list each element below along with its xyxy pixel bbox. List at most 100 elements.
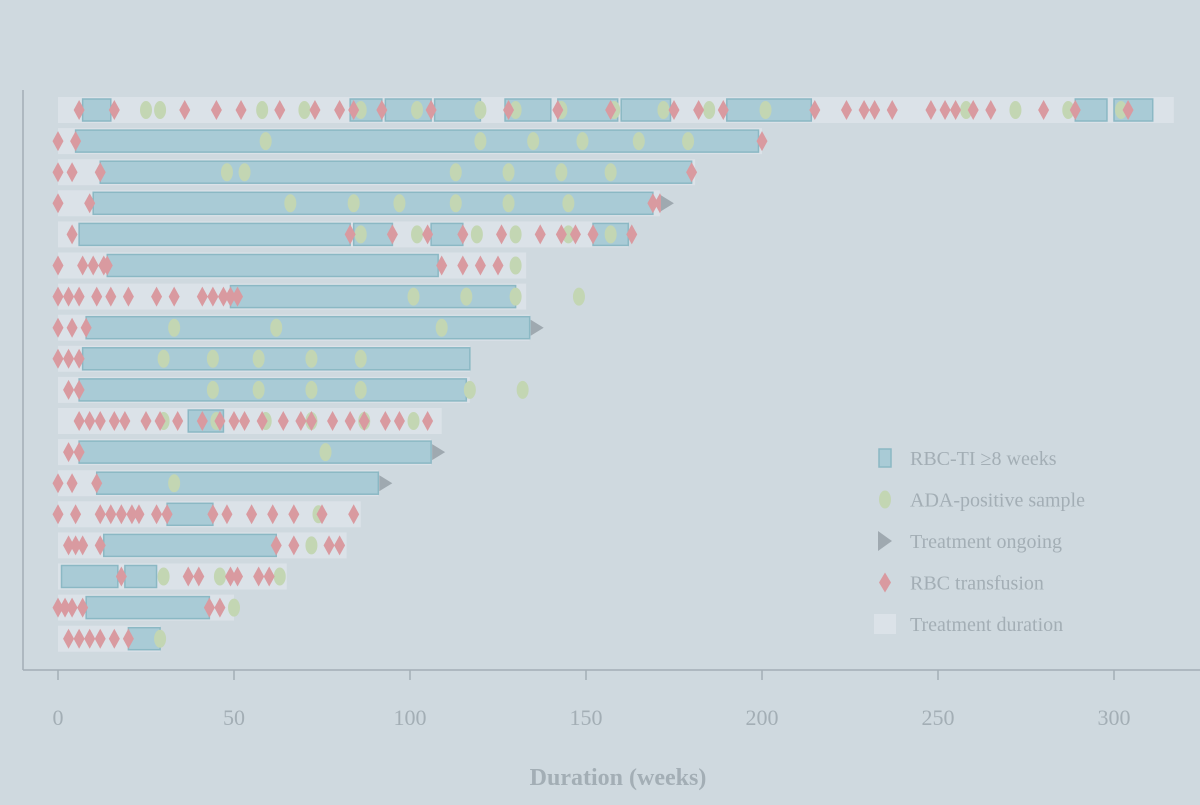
rbc-transfusion-marker bbox=[91, 473, 103, 494]
rbc-transfusion-marker bbox=[73, 348, 85, 369]
rbc-transfusion-marker bbox=[503, 100, 515, 120]
rbc-transfusion-marker bbox=[52, 286, 64, 307]
rbc-transfusion-marker bbox=[66, 162, 78, 183]
ada-positive-marker bbox=[347, 194, 360, 213]
ada-positive-marker bbox=[657, 101, 670, 119]
patient-lane bbox=[52, 252, 527, 279]
rbc-transfusion-marker bbox=[196, 411, 208, 431]
rbc-transfusion-marker bbox=[63, 286, 75, 307]
rbc-transfusion-marker bbox=[647, 193, 659, 214]
patient-lane bbox=[52, 314, 544, 341]
rbc-transfusion-marker bbox=[87, 255, 99, 276]
rbc-transfusion-marker bbox=[277, 411, 289, 431]
ada-positive-marker bbox=[140, 101, 152, 119]
rbc-ti-segment bbox=[103, 533, 277, 558]
rbc-transfusion-marker bbox=[59, 597, 71, 618]
rbc-transfusion-marker bbox=[84, 411, 96, 431]
rbc-transfusion-marker bbox=[474, 255, 486, 276]
ada-positive-marker bbox=[562, 225, 575, 244]
rbc-transfusion-marker bbox=[309, 100, 321, 120]
x-tick-label: 150 bbox=[570, 705, 603, 730]
ada-positive-marker bbox=[502, 194, 515, 213]
rbc-transfusion-marker bbox=[94, 411, 106, 431]
rbc-transfusion-marker bbox=[77, 255, 89, 276]
legend-item: RBC-TI ≥8 weeks bbox=[878, 448, 1057, 470]
ada-positive-marker bbox=[206, 349, 219, 368]
patient-lane bbox=[58, 221, 638, 248]
rbc-transfusion-marker bbox=[344, 224, 356, 245]
ada-positive-marker bbox=[298, 101, 311, 119]
rbc-transfusion-marker bbox=[52, 473, 64, 494]
rbc-transfusion-marker bbox=[122, 628, 134, 649]
ada-positive-marker bbox=[470, 225, 483, 244]
rbc-transfusion-marker bbox=[101, 255, 113, 276]
legend-item: Treatment ongoing bbox=[878, 531, 1062, 553]
rbc-transfusion-marker bbox=[263, 566, 275, 587]
ada-positive-marker bbox=[604, 225, 617, 244]
rbc-transfusion-marker bbox=[246, 504, 258, 525]
rbc-transfusion-marker bbox=[84, 628, 96, 649]
rbc-transfusion-marker bbox=[203, 597, 215, 618]
rbc-transfusion-marker bbox=[52, 255, 64, 276]
rbc-transfusion-marker bbox=[267, 504, 279, 525]
ada-positive-marker bbox=[252, 380, 265, 399]
ada-positive-marker bbox=[157, 349, 170, 368]
rbc-transfusion-marker bbox=[552, 100, 564, 120]
ada-positive-marker bbox=[460, 287, 473, 306]
rbc-transfusion-marker bbox=[386, 224, 398, 245]
rbc-transfusion-marker bbox=[925, 100, 937, 120]
rbc-transfusion-marker bbox=[70, 535, 82, 556]
rbc-ti-segment bbox=[81, 347, 471, 371]
treatment-ongoing-marker bbox=[530, 319, 544, 336]
ada-positive-marker bbox=[354, 349, 367, 368]
rbc-transfusion-marker bbox=[232, 286, 244, 307]
treatment-ongoing-marker bbox=[379, 475, 393, 492]
ada-positive-marker bbox=[270, 318, 283, 337]
ada-positive-marker bbox=[259, 132, 272, 151]
ada-positive-marker bbox=[474, 132, 487, 151]
ada-positive-marker bbox=[516, 380, 529, 399]
rbc-transfusion-marker bbox=[274, 100, 286, 120]
ada-positive-marker bbox=[604, 163, 617, 182]
patient-lane bbox=[58, 625, 167, 652]
rbc-transfusion-marker bbox=[77, 597, 89, 618]
ada-positive-marker bbox=[463, 380, 476, 399]
rbc-transfusion-marker bbox=[115, 566, 127, 587]
ada-positive-marker bbox=[509, 287, 522, 306]
ada-positive-marker bbox=[502, 163, 515, 182]
ada-positive-marker bbox=[213, 567, 226, 586]
rbc-transfusion-marker bbox=[196, 286, 208, 307]
legend-label: Treatment ongoing bbox=[910, 531, 1062, 553]
patient-lane bbox=[52, 470, 393, 497]
rbc-transfusion-marker bbox=[94, 162, 106, 183]
legend: RBC-TI ≥8 weeks ADA-positive sample Treatm… bbox=[874, 448, 1085, 636]
rbc-transfusion-marker bbox=[967, 100, 979, 120]
legend-item: RBC transfusion bbox=[879, 572, 1044, 595]
rbc-transfusion-marker bbox=[1038, 100, 1050, 120]
rbc-transfusion-marker bbox=[228, 411, 240, 431]
rbc-transfusion-marker bbox=[133, 504, 145, 525]
rbc-transfusion-marker bbox=[70, 504, 82, 525]
x-axis-label: Duration (weeks) bbox=[530, 765, 707, 791]
ada-positive-marker bbox=[562, 194, 575, 213]
rbc-transfusion-marker bbox=[358, 411, 370, 431]
rbc-transfusion-marker bbox=[52, 348, 64, 369]
rbc-transfusion-marker bbox=[52, 597, 64, 618]
rbc-transfusion-marker bbox=[217, 286, 229, 307]
rbc-transfusion-marker bbox=[809, 100, 821, 120]
rbc-ti-segment bbox=[99, 160, 693, 184]
ada-positive-marker bbox=[509, 101, 522, 119]
x-tick-label: 50 bbox=[223, 705, 245, 730]
patient-lane bbox=[52, 128, 768, 155]
rbc-transfusion-marker bbox=[376, 100, 388, 120]
ada-positive-marker bbox=[572, 287, 585, 306]
legend-label: Treatment duration bbox=[910, 614, 1063, 636]
rbc-transfusion-marker bbox=[122, 286, 134, 307]
rbc-transfusion-marker bbox=[626, 224, 638, 245]
ada-positive-marker bbox=[228, 598, 240, 617]
ada-positive-marker bbox=[206, 380, 219, 399]
rbc-transfusion-marker bbox=[939, 100, 951, 120]
ada-positive-marker bbox=[256, 101, 269, 119]
rbc-transfusion-marker bbox=[224, 566, 236, 587]
rbc-transfusion-marker bbox=[52, 162, 64, 183]
